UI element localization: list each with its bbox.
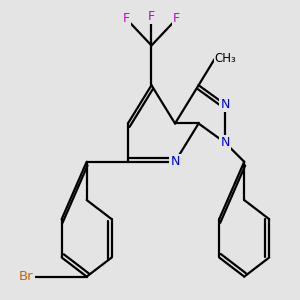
Text: F: F [173, 13, 180, 26]
Text: F: F [123, 13, 130, 26]
Text: Br: Br [19, 270, 34, 283]
Text: F: F [148, 10, 155, 22]
Text: N: N [220, 136, 230, 149]
Text: N: N [170, 155, 180, 168]
Text: CH₃: CH₃ [215, 52, 236, 65]
Text: N: N [220, 98, 230, 111]
